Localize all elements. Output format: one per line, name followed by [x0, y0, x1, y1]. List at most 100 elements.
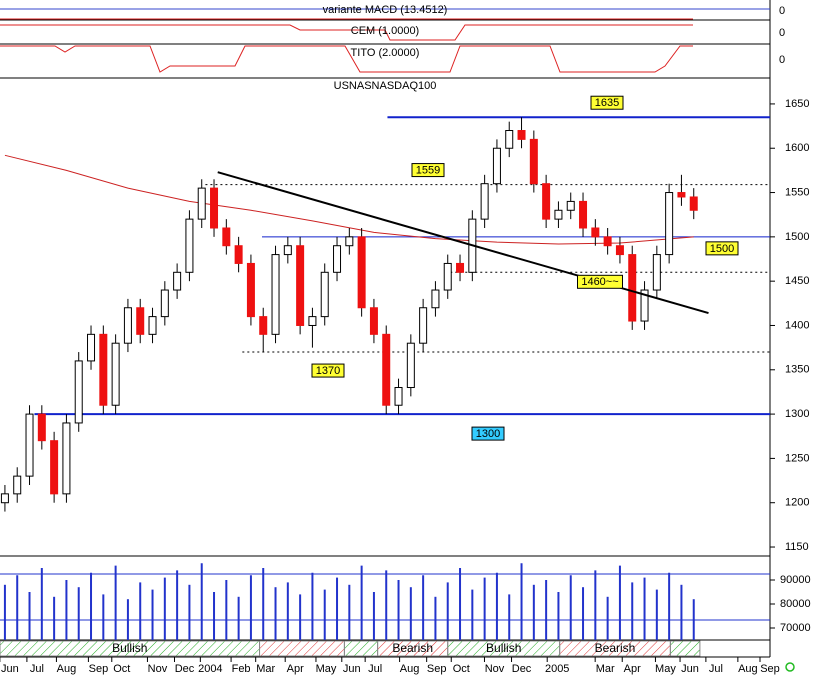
candle-body [333, 245, 342, 273]
candle-body [246, 262, 255, 318]
candle-body [492, 147, 501, 185]
level-label: 1500 [710, 243, 734, 255]
status-icon [785, 662, 795, 672]
y-tick-label: 1650 [785, 98, 809, 110]
regime-label: Bearish [392, 641, 433, 655]
candle-body [529, 138, 538, 185]
y-tick-label: 1550 [785, 186, 809, 198]
level-label-box [705, 241, 739, 256]
level-label: 1635 [595, 97, 619, 109]
candle-body [382, 333, 391, 406]
candle-body [25, 413, 34, 477]
x-tick-label: Jul [30, 663, 44, 675]
x-tick-label: Oct [113, 663, 130, 675]
candle-body [369, 307, 378, 335]
panel-value: 0 [779, 54, 785, 66]
x-tick-label: Sep [427, 663, 447, 675]
candle-body [62, 422, 71, 495]
x-tick-label: Jun [681, 663, 699, 675]
y-tick-label: 1350 [785, 364, 809, 376]
candle-body [665, 192, 674, 256]
candle-body [628, 254, 637, 322]
candle-body [50, 440, 59, 495]
candle-body [234, 245, 243, 264]
v-tick-label: 80000 [780, 598, 811, 610]
candle-body [689, 196, 698, 211]
level-label: 1370 [316, 365, 340, 377]
candle-body [0, 493, 9, 504]
candle-body [603, 236, 612, 247]
candle-body [87, 333, 96, 362]
x-tick-label: Jul [709, 663, 723, 675]
x-tick-label: Dec [512, 663, 532, 675]
regime-label: Bullish [112, 641, 147, 655]
level-label-box [311, 363, 345, 378]
level-label-box [577, 274, 623, 289]
level-label-box [590, 95, 624, 110]
candle-body [320, 271, 329, 318]
candle-body [394, 387, 403, 406]
x-tick-label: 2004 [198, 663, 222, 675]
candle-body [406, 342, 415, 389]
level-label-box [471, 426, 505, 441]
candle-body [677, 192, 686, 198]
x-tick-label: Oct [453, 663, 470, 675]
candle-body [271, 254, 280, 335]
candle-body [640, 289, 649, 322]
x-tick-label: Apr [624, 663, 641, 675]
candle-body [456, 262, 465, 273]
regime [669, 640, 701, 657]
y-tick-label: 1400 [785, 319, 809, 331]
x-tick-label: Feb [232, 663, 251, 675]
candle-body [210, 187, 219, 229]
cem-line [0, 24, 693, 41]
candle-body [517, 130, 526, 140]
panel-label: CEM (1.0000) [351, 25, 419, 37]
x-tick-label: Jul [368, 663, 382, 675]
candle-body [308, 316, 317, 326]
regime [343, 640, 379, 657]
tito-line [0, 45, 693, 73]
candle-body [345, 236, 354, 247]
x-tick-label: Jun [1, 663, 19, 675]
x-tick-label: Aug [57, 663, 77, 675]
candle-body [197, 187, 206, 220]
candle-body [542, 183, 551, 220]
candle-body [222, 227, 231, 247]
candle-body [283, 245, 292, 256]
moving-average [4, 154, 694, 245]
panel-label: variante MACD (13.4512) [323, 4, 448, 16]
level-label: 1460~~ [581, 276, 618, 288]
candle-body [148, 316, 157, 335]
x-tick-label: Apr [287, 663, 304, 675]
y-tick-label: 1250 [785, 452, 809, 464]
v-tick-label: 90000 [780, 574, 811, 586]
candle-body [431, 289, 440, 309]
panel-value: 0 [779, 27, 785, 39]
regime [259, 640, 345, 657]
candle-body [480, 183, 489, 220]
candle-body [591, 227, 600, 238]
x-tick-label: Aug [400, 663, 420, 675]
candle-body [74, 360, 83, 424]
trendline [217, 171, 709, 315]
frame [0, 0, 795, 672]
candle-body [259, 316, 268, 335]
candle-body [99, 333, 108, 406]
x-tick-label: Nov [485, 663, 505, 675]
y-tick-label: 1450 [785, 275, 809, 287]
x-tick-label: May [316, 663, 337, 675]
x-tick-label: 2005 [545, 663, 569, 675]
candle-body [136, 307, 145, 335]
v-tick-label: 70000 [780, 622, 811, 634]
y-tick-label: 1300 [785, 408, 809, 420]
x-tick-label: Jun [343, 663, 361, 675]
x-tick-label: May [655, 663, 676, 675]
y-tick-label: 1200 [785, 497, 809, 509]
regime-label: Bullish [486, 641, 521, 655]
x-tick-label: Sep [89, 663, 109, 675]
level-label: 1559 [416, 164, 440, 176]
